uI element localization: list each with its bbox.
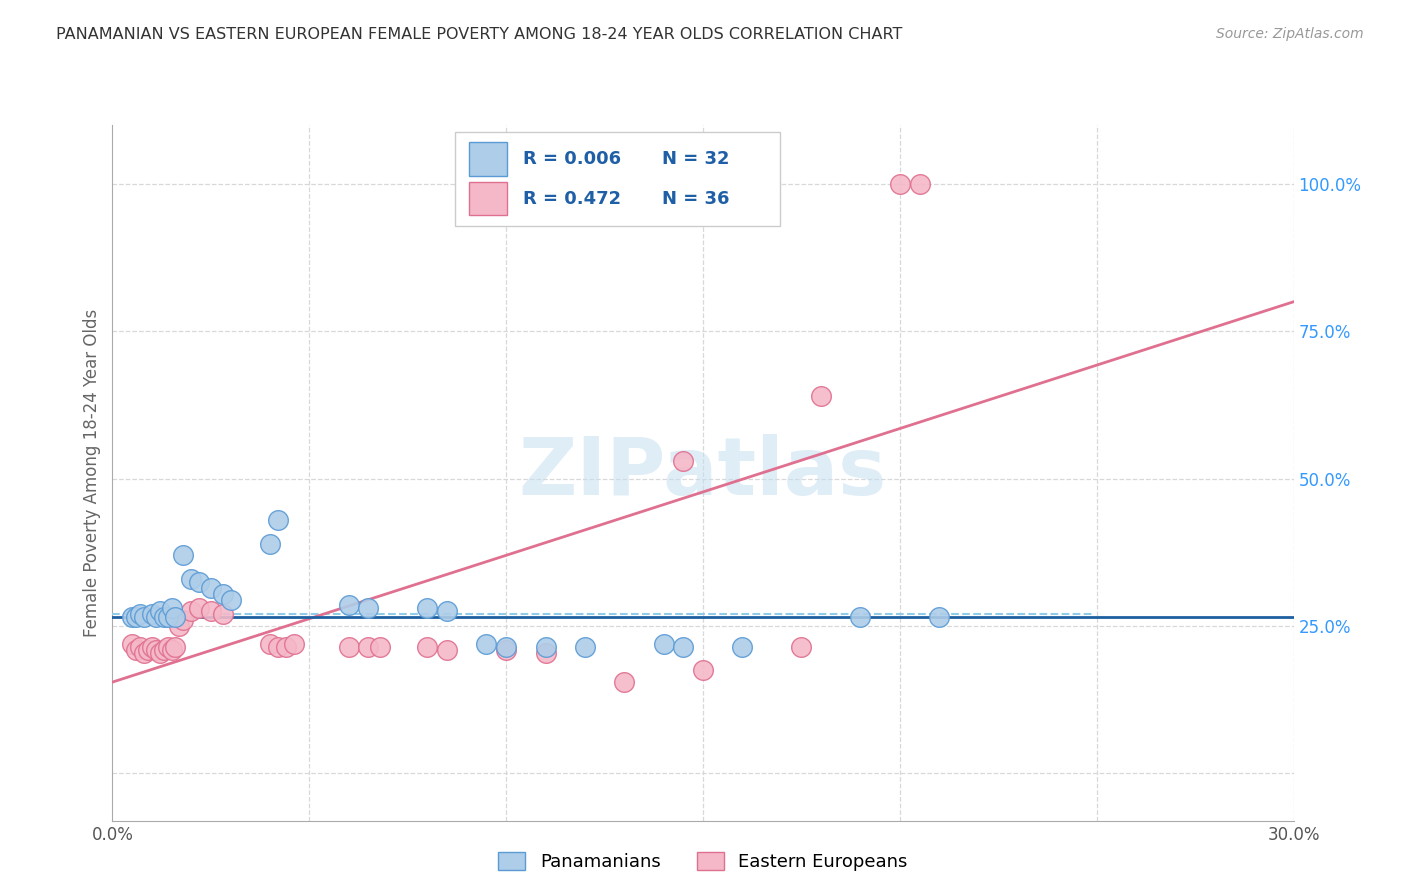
Point [180,572,202,586]
Point [495,640,517,654]
Point [160,601,183,615]
Point [259,536,281,550]
Point [121,610,143,624]
Point [534,646,557,660]
Point [156,640,179,654]
Point [337,640,360,654]
Point [169,619,191,633]
Point [180,604,202,618]
Point [165,640,187,654]
Point [416,640,439,654]
Point [259,637,281,651]
Point [200,581,222,595]
Text: Source: ZipAtlas.com: Source: ZipAtlas.com [1216,27,1364,41]
Point [149,604,172,618]
Point [849,610,872,624]
Text: R = 0.472: R = 0.472 [523,190,621,209]
Point [172,549,194,563]
FancyBboxPatch shape [456,132,780,226]
Point [889,177,911,191]
Point [790,640,813,654]
Point [188,574,211,589]
Point [129,640,152,654]
Point [692,663,714,677]
Point [908,177,931,191]
Point [211,607,233,622]
Point [534,640,557,654]
Point [141,607,163,622]
Point [672,640,695,654]
Point [125,642,148,657]
Point [357,640,380,654]
Point [337,599,360,613]
Point [283,637,305,651]
Point [928,610,950,624]
Point [132,610,155,624]
FancyBboxPatch shape [470,182,508,215]
Y-axis label: Female Poverty Among 18-24 Year Olds: Female Poverty Among 18-24 Year Olds [83,309,101,637]
Point [160,642,183,657]
Legend: Panamanians, Eastern Europeans: Panamanians, Eastern Europeans [491,845,915,879]
Text: PANAMANIAN VS EASTERN EUROPEAN FEMALE POVERTY AMONG 18-24 YEAR OLDS CORRELATION : PANAMANIAN VS EASTERN EUROPEAN FEMALE PO… [56,27,903,42]
Point [156,610,179,624]
Point [267,640,290,654]
Point [672,454,695,468]
Point [810,389,832,403]
Point [141,640,163,654]
Point [731,640,754,654]
Point [136,642,159,657]
Point [132,646,155,660]
Point [152,610,174,624]
Point [416,601,439,615]
Text: R = 0.006: R = 0.006 [523,150,621,168]
Text: ZIPatlas: ZIPatlas [519,434,887,512]
Point [211,587,233,601]
Point [188,601,211,615]
Point [172,613,194,627]
Point [267,513,290,527]
Point [200,604,222,618]
FancyBboxPatch shape [470,142,508,176]
Point [613,675,636,690]
Point [357,601,380,615]
Point [274,640,297,654]
Point [495,642,517,657]
Point [125,610,148,624]
Point [145,610,167,624]
Point [368,640,391,654]
Point [152,642,174,657]
Point [475,637,498,651]
Point [436,604,458,618]
Point [129,607,152,622]
Point [219,592,242,607]
Point [652,637,675,651]
Point [149,646,172,660]
Point [574,640,596,654]
Point [121,637,143,651]
Text: N = 32: N = 32 [662,150,730,168]
Point [165,610,187,624]
Point [145,642,167,657]
Text: N = 36: N = 36 [662,190,730,209]
Point [436,642,458,657]
